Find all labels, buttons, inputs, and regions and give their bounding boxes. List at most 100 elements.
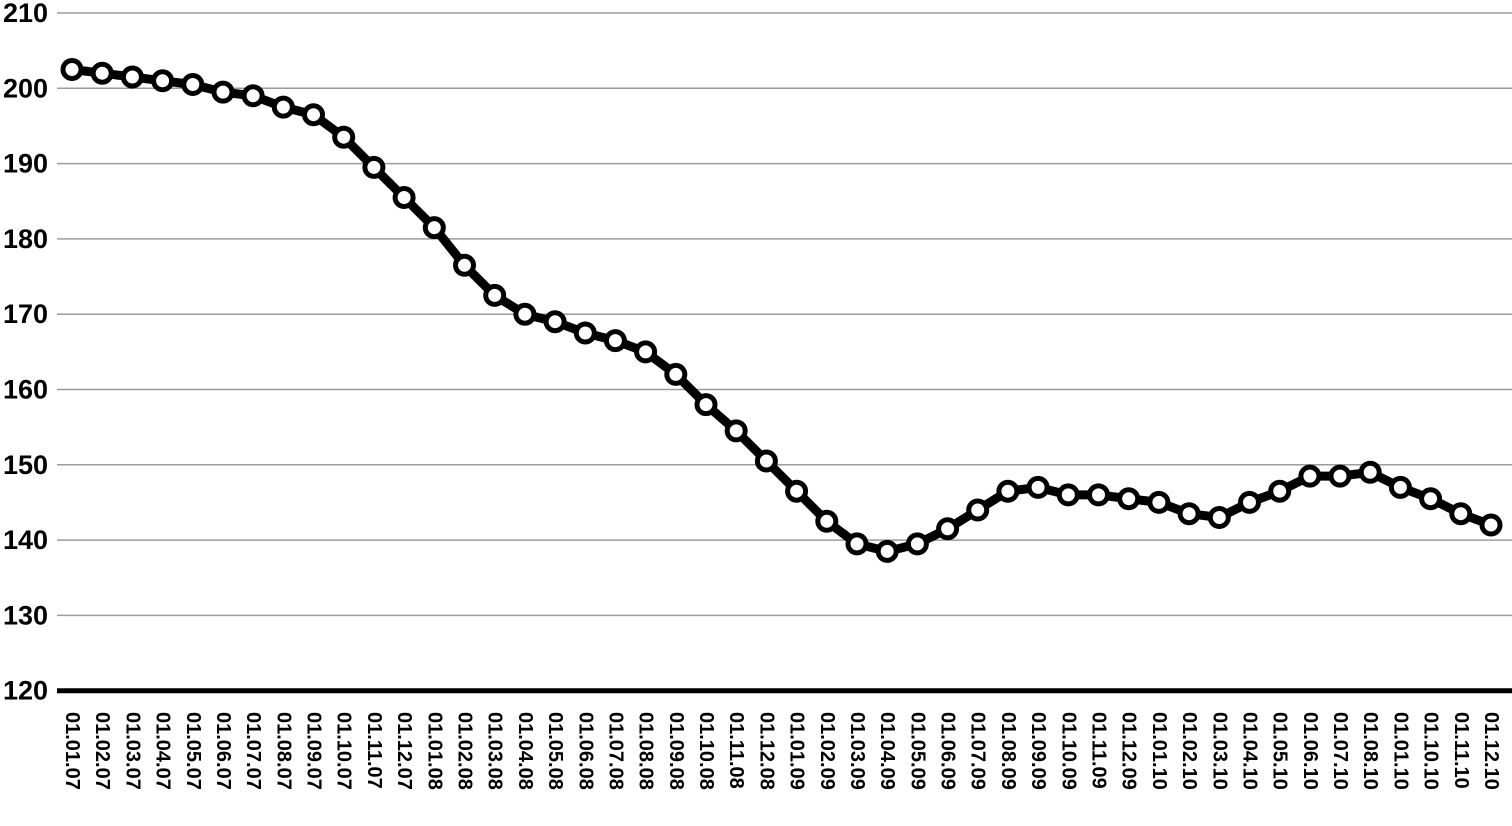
- y-axis-tick-label: 190: [3, 149, 48, 179]
- data-point-marker: [1207, 506, 1231, 529]
- data-point-marker: [1328, 464, 1352, 488]
- x-axis-tick-label: 01.01.10: [1389, 712, 1411, 790]
- data-point-marker: [573, 321, 597, 345]
- data-point-marker: [1479, 513, 1503, 537]
- x-axis-tick-label: 01.08.10: [1359, 712, 1381, 790]
- data-point-marker: [151, 69, 175, 93]
- x-axis-tick-label: 01.09.09: [1027, 712, 1049, 790]
- x-axis-tick-label: 01.02.10: [1178, 712, 1200, 790]
- data-point-marker: [1177, 502, 1201, 526]
- x-axis-tick-label: 01.09.08: [665, 712, 687, 790]
- data-point-marker: [362, 155, 386, 179]
- data-point-marker: [1238, 490, 1261, 514]
- data-point-marker: [603, 329, 627, 353]
- data-point-marker: [271, 95, 295, 119]
- x-axis-tick-label: 01.11.09: [1088, 712, 1110, 789]
- x-axis-tick-label: 01.09.07: [303, 712, 325, 790]
- data-point-marker: [1268, 479, 1292, 503]
- x-axis-tick-label: 01.08.08: [635, 712, 657, 790]
- x-axis-tick-label: 01.03.09: [846, 712, 868, 790]
- y-axis-tick-label: 180: [3, 224, 48, 254]
- y-axis-tick-label: 140: [3, 525, 48, 555]
- x-axis-tick-label: 01.04.08: [514, 712, 536, 790]
- data-point-marker: [543, 310, 567, 334]
- x-axis-tick-label: 01.04.09: [876, 712, 898, 790]
- x-axis-tick-label: 01.04.10: [1238, 712, 1260, 790]
- x-axis-tick-label: 01.02.07: [91, 712, 113, 790]
- data-point-marker: [1087, 483, 1110, 507]
- x-axis-tick-label: 01.12.10: [1480, 712, 1502, 790]
- x-axis-tick-label: 01.11.10: [1450, 712, 1472, 789]
- x-axis-tick-label: 01.01.08: [423, 712, 445, 790]
- x-axis-tick-label: 01.12.08: [755, 712, 777, 790]
- x-axis-tick-label: 01.03.08: [484, 712, 506, 790]
- data-point-marker: [483, 283, 507, 307]
- x-axis-tick-label: 01.05.07: [182, 712, 204, 790]
- x-axis-tick-label: 01.08.07: [272, 712, 294, 790]
- data-point-marker: [1358, 460, 1382, 484]
- data-point-marker: [90, 61, 114, 85]
- x-axis-tick-label: 01.06.07: [212, 712, 234, 790]
- data-point-marker: [513, 302, 537, 326]
- series-line: [67, 65, 1496, 556]
- x-axis-tick-label: 01.07.07: [242, 712, 264, 790]
- data-point-marker: [694, 393, 718, 417]
- data-point-marker: [1117, 487, 1141, 511]
- x-axis-tick-label: 01.03.07: [121, 712, 143, 790]
- data-point-marker: [392, 186, 416, 209]
- data-point-marker: [905, 532, 929, 556]
- x-axis-tick-label: 01.10.09: [1057, 712, 1079, 790]
- x-axis-tick-label: 01.08.09: [997, 712, 1019, 790]
- data-point-marker: [1298, 464, 1322, 488]
- data-point-marker: [724, 419, 748, 443]
- data-point-marker: [453, 253, 476, 277]
- data-point-marker: [815, 509, 839, 533]
- data-point-marker: [1388, 475, 1412, 499]
- y-axis-tick-label: 130: [3, 600, 48, 630]
- data-point-marker: [1056, 483, 1080, 507]
- x-axis-tick-label: 01.05.08: [544, 712, 566, 790]
- x-axis-tick-label: 01.02.08: [453, 712, 475, 790]
- data-point-marker: [785, 479, 809, 503]
- x-axis-tick-label: 01.01.07: [61, 712, 83, 790]
- y-axis-tick-label: 120: [3, 676, 48, 706]
- data-point-marker: [875, 539, 899, 563]
- x-axis-tick-label: 01.01.09: [786, 712, 808, 790]
- data-point-marker: [181, 73, 205, 96]
- data-point-marker: [302, 103, 325, 127]
- x-axis-tick-label: 01.10.08: [695, 712, 717, 790]
- y-axis-tick-label: 200: [3, 73, 48, 103]
- data-point-marker: [211, 80, 235, 104]
- data-point-marker: [422, 216, 446, 240]
- data-point-marker: [1026, 475, 1050, 499]
- x-axis-tick-label: 01.06.10: [1299, 712, 1321, 790]
- x-axis-tick-label: 01.01.10: [1148, 712, 1170, 790]
- x-axis-tick-label: 01.11.08: [725, 712, 747, 789]
- y-axis-tick-label: 160: [3, 375, 48, 405]
- x-axis-tick-label: 01.02.09: [816, 712, 838, 790]
- x-axis-tick-label: 01.03.10: [1208, 712, 1230, 790]
- data-point-marker: [664, 362, 688, 386]
- x-axis-tick-label: 01.12.09: [1118, 712, 1140, 790]
- data-point-marker: [332, 125, 356, 149]
- data-point-marker: [754, 449, 778, 473]
- data-point-marker: [966, 498, 990, 522]
- y-axis-tick-label: 170: [3, 299, 48, 329]
- x-axis-tick-label: 01.07.10: [1329, 712, 1351, 790]
- data-point-marker: [1419, 487, 1443, 511]
- x-axis-tick-label: 01.11.07: [363, 712, 385, 789]
- data-point-marker: [1147, 490, 1171, 514]
- data-point-marker: [241, 84, 265, 108]
- data-point-marker: [634, 340, 658, 364]
- data-point-marker: [1449, 502, 1473, 526]
- x-axis-tick-label: 01.06.08: [574, 712, 596, 790]
- x-axis-tick-label: 01.06.09: [937, 712, 959, 790]
- data-point-marker: [936, 517, 960, 541]
- data-point-marker: [845, 532, 869, 556]
- y-axis-tick-label: 210: [3, 0, 48, 28]
- x-axis-tick-label: 01.04.07: [152, 712, 174, 790]
- x-axis-tick-label: 01.10.10: [1420, 712, 1442, 790]
- x-axis-tick-label: 01.05.09: [906, 712, 928, 790]
